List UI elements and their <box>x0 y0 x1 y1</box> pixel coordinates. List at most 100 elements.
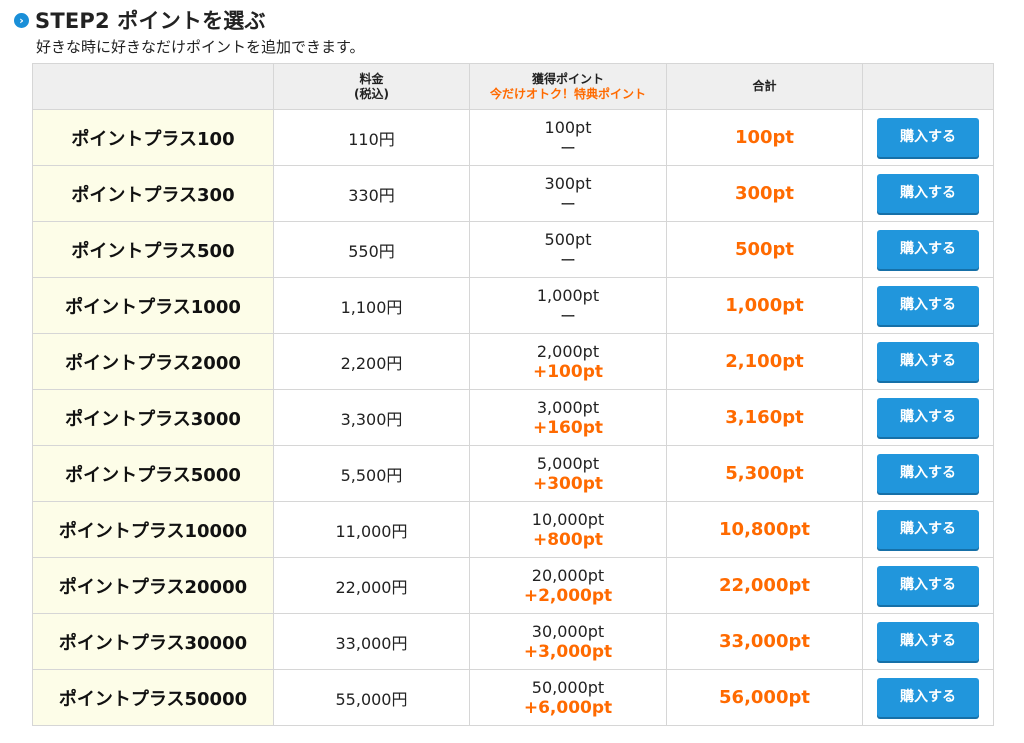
plan-price: 11,000円 <box>273 501 470 558</box>
header-total: 合計 <box>666 63 863 110</box>
total-points: 33,000pt <box>666 613 863 670</box>
buy-button[interactable]: 購入する <box>877 678 979 717</box>
plan-price: 2,200円 <box>273 333 470 390</box>
buy-button[interactable]: 購入する <box>877 230 979 269</box>
page-title: STEP2 ポイントを選ぶ <box>35 9 266 33</box>
acquired-points: 30,000pt +3,000pt <box>469 613 667 670</box>
base-points: 3,000pt <box>536 397 600 417</box>
total-points: 22,000pt <box>666 557 863 614</box>
plan-price: 110円 <box>273 109 470 166</box>
buy-button[interactable]: 購入する <box>877 398 979 437</box>
action-cell: 購入する <box>862 389 994 446</box>
table-row: ポイントプラス100 110円 100pt ー 100pt 購入する <box>32 109 994 166</box>
buy-button[interactable]: 購入する <box>877 118 979 157</box>
base-points: 1,000pt <box>536 285 600 305</box>
action-cell: 購入する <box>862 557 994 614</box>
plan-price: 1,100円 <box>273 277 470 334</box>
action-cell: 購入する <box>862 277 994 334</box>
table-body: ポイントプラス100 110円 100pt ー 100pt 購入する ポイントプラス300 3… <box>32 109 994 726</box>
base-points: 50,000pt <box>531 677 605 697</box>
base-points: 20,000pt <box>531 565 605 585</box>
buy-button[interactable]: 購入する <box>877 510 979 549</box>
plan-name: ポイントプラス20000 <box>32 557 274 614</box>
plan-name: ポイントプラス10000 <box>32 501 274 558</box>
table-row: ポイントプラス30000 33,000円 30,000pt +3,000pt 33,00… <box>32 613 994 670</box>
plan-name: ポイントプラス1000 <box>32 277 274 334</box>
action-cell: 購入する <box>862 613 994 670</box>
plan-price: 550円 <box>273 221 470 278</box>
buy-button[interactable]: 購入する <box>877 622 979 661</box>
action-cell: 購入する <box>862 165 994 222</box>
bonus-points: +3,000pt <box>523 641 613 662</box>
table-row: ポイントプラス3000 3,300円 3,000pt +160pt 3,160pt 購入す… <box>32 389 994 446</box>
acquired-points: 100pt ー <box>469 109 667 166</box>
plan-price: 33,000円 <box>273 613 470 670</box>
plan-name: ポイントプラス5000 <box>32 445 274 502</box>
header-plan <box>32 63 274 110</box>
action-cell: 購入する <box>862 445 994 502</box>
plan-name: ポイントプラス300 <box>32 165 274 222</box>
buy-button[interactable]: 購入する <box>877 174 979 213</box>
header-bonus-label: 今だけオトク！特典ポイント <box>489 86 646 101</box>
plan-price: 330円 <box>273 165 470 222</box>
acquired-points: 3,000pt +160pt <box>469 389 667 446</box>
table-row: ポイントプラス2000 2,200円 2,000pt +100pt 2,100pt 購入す… <box>32 333 994 390</box>
total-points: 5,300pt <box>666 445 863 502</box>
header-price-tax-note: (税込) <box>354 86 389 101</box>
total-points: 10,800pt <box>666 501 863 558</box>
table-row: ポイントプラス50000 55,000円 50,000pt +6,000pt 56,00… <box>32 669 994 726</box>
total-points: 2,100pt <box>666 333 863 390</box>
buy-button[interactable]: 購入する <box>877 566 979 605</box>
bonus-points: +6,000pt <box>523 697 613 718</box>
plan-price: 22,000円 <box>273 557 470 614</box>
bonus-points: ー <box>559 138 576 158</box>
bonus-points: +160pt <box>532 417 604 438</box>
total-points: 56,000pt <box>666 669 863 726</box>
table-row: ポイントプラス1000 1,100円 1,000pt ー 1,000pt 購入する <box>32 277 994 334</box>
page-subtitle: 好きな時に好きなだけポイントを追加できます。 <box>36 38 365 56</box>
header-acquired: 獲得ポイント 今だけオトク！特典ポイント <box>469 63 667 110</box>
buy-button[interactable]: 購入する <box>877 454 979 493</box>
plan-name: ポイントプラス50000 <box>32 669 274 726</box>
acquired-points: 20,000pt +2,000pt <box>469 557 667 614</box>
action-cell: 購入する <box>862 501 994 558</box>
bonus-points: +100pt <box>532 361 604 382</box>
acquired-points: 5,000pt +300pt <box>469 445 667 502</box>
base-points: 300pt <box>544 173 592 193</box>
header-price-label: 料金 <box>359 71 384 86</box>
table-row: ポイントプラス300 330円 300pt ー 300pt 購入する <box>32 165 994 222</box>
acquired-points: 300pt ー <box>469 165 667 222</box>
plan-price: 3,300円 <box>273 389 470 446</box>
plan-name: ポイントプラス3000 <box>32 389 274 446</box>
acquired-points: 2,000pt +100pt <box>469 333 667 390</box>
base-points: 2,000pt <box>536 341 600 361</box>
bonus-points: ー <box>559 194 576 214</box>
action-cell: 購入する <box>862 333 994 390</box>
plan-price: 55,000円 <box>273 669 470 726</box>
acquired-points: 500pt ー <box>469 221 667 278</box>
table-row: ポイントプラス500 550円 500pt ー 500pt 購入する <box>32 221 994 278</box>
action-cell: 購入する <box>862 669 994 726</box>
base-points: 100pt <box>544 117 592 137</box>
bonus-points: ー <box>559 306 576 326</box>
table-header-row: 料金 (税込) 獲得ポイント 今だけオトク！特典ポイント 合計 <box>32 63 994 110</box>
acquired-points: 50,000pt +6,000pt <box>469 669 667 726</box>
total-points: 3,160pt <box>666 389 863 446</box>
bonus-points: ー <box>559 250 576 270</box>
base-points: 10,000pt <box>531 509 605 529</box>
total-points: 1,000pt <box>666 277 863 334</box>
buy-button[interactable]: 購入する <box>877 286 979 325</box>
action-cell: 購入する <box>862 221 994 278</box>
total-points: 300pt <box>666 165 863 222</box>
plan-name: ポイントプラス500 <box>32 221 274 278</box>
table-row: ポイントプラス10000 11,000円 10,000pt +800pt 10,800p… <box>32 501 994 558</box>
base-points: 5,000pt <box>536 453 600 473</box>
table-row: ポイントプラス20000 22,000円 20,000pt +2,000pt 22,00… <box>32 557 994 614</box>
step-header: › STEP2 ポイントを選ぶ 好きな時に好きなだけポイントを追加できます。 <box>14 6 1004 57</box>
points-table: 料金 (税込) 獲得ポイント 今だけオトク！特典ポイント 合計 ポイントプラス1… <box>32 63 994 726</box>
chevron-right-circle-icon: › <box>14 13 29 28</box>
title-row: › STEP2 ポイントを選ぶ <box>14 6 1004 34</box>
plan-name: ポイントプラス100 <box>32 109 274 166</box>
buy-button[interactable]: 購入する <box>877 342 979 381</box>
header-action <box>862 63 994 110</box>
